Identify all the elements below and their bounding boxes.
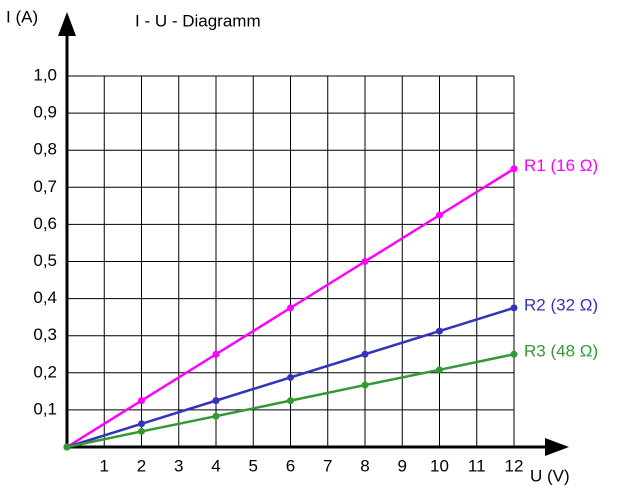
data-point	[212, 412, 220, 420]
x-tick-label: 2	[137, 456, 146, 475]
data-point	[138, 427, 145, 435]
chart-title: I - U - Diagramm	[135, 11, 261, 30]
data-point	[436, 366, 443, 374]
y-tick-label: 0,7	[33, 177, 57, 196]
data-point	[510, 350, 518, 358]
data-point	[510, 304, 518, 312]
y-tick-label: 0,9	[33, 103, 57, 122]
y-axis-label: I (A)	[6, 7, 38, 26]
data-point	[361, 258, 369, 265]
x-tick-label: 7	[323, 456, 332, 475]
series-label: R2 (32 Ω)	[524, 295, 598, 314]
data-point	[138, 397, 145, 405]
y-tick-label: 0,3	[33, 325, 57, 344]
x-tick-label: 9	[398, 456, 407, 475]
x-tick-label: 5	[249, 456, 258, 475]
data-point	[287, 304, 294, 312]
y-tick-label: 1,0	[33, 65, 57, 84]
y-axis-arrow	[58, 12, 76, 36]
data-point	[436, 211, 443, 219]
x-tick-label: 8	[360, 456, 369, 475]
y-tick-label: 0,4	[33, 288, 57, 307]
y-tick-label: 0,1	[33, 399, 57, 418]
data-point	[287, 397, 294, 405]
x-tick-label: 6	[286, 456, 295, 475]
y-tick-label: 0,5	[33, 251, 57, 270]
data-point	[212, 397, 220, 405]
series-label: R3 (48 Ω)	[524, 342, 598, 361]
data-point	[212, 350, 220, 358]
x-tick-label: 4	[211, 456, 220, 475]
x-tick-label: 1	[100, 456, 109, 475]
data-point	[510, 165, 518, 173]
data-point	[361, 381, 369, 389]
data-point	[436, 327, 443, 335]
x-axis-arrow	[545, 438, 569, 456]
data-point	[138, 420, 145, 428]
data-point	[287, 373, 294, 381]
x-tick-label: 10	[430, 456, 449, 475]
y-tick-label: 0,8	[33, 140, 57, 159]
y-tick-label: 0,2	[33, 362, 57, 381]
x-tick-label: 12	[505, 456, 524, 475]
y-tick-label: 0,6	[33, 214, 57, 233]
x-axis-label: U (V)	[530, 466, 570, 485]
x-tick-label: 3	[174, 456, 183, 475]
data-point	[361, 350, 369, 358]
series-label: R1 (16 Ω)	[524, 156, 598, 175]
data-point	[63, 443, 71, 451]
x-tick-label: 11	[468, 456, 486, 475]
